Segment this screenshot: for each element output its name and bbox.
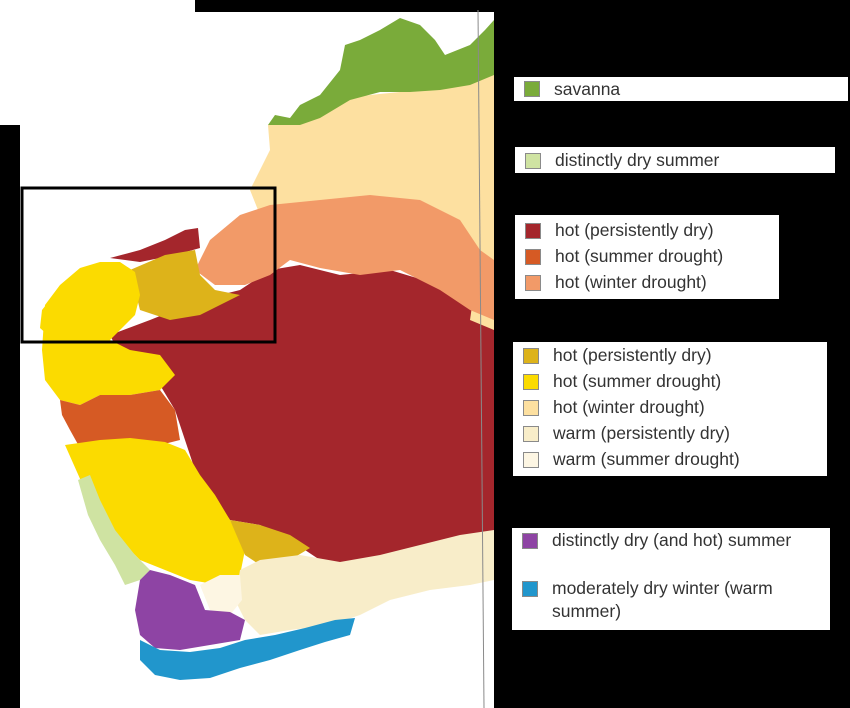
- legend-group-savanna: savanna: [514, 77, 848, 101]
- region-warm-persistently-dry: [235, 530, 494, 635]
- region-warm-summer-drought: [200, 575, 242, 615]
- legend-item: hot (winter drought): [515, 269, 779, 295]
- legend-swatch: [524, 81, 540, 97]
- legend-swatch: [525, 249, 541, 265]
- region-hot-persistently-dry-south: [230, 520, 310, 565]
- region-moderately-dry-winter: [140, 618, 355, 680]
- region-hot-summer-drought-coast: [60, 390, 180, 448]
- legend-group-dry-summer: distinctly dry summer: [515, 147, 835, 173]
- legend-swatch: [525, 275, 541, 291]
- region-savanna: [268, 18, 494, 125]
- legend-label: savanna: [554, 79, 621, 99]
- legend-swatch: [523, 348, 539, 364]
- legend-item: savanna: [514, 77, 848, 101]
- region-hot-winter-drought-north: [250, 60, 494, 330]
- legend-swatch: [523, 452, 539, 468]
- map-svg: [0, 0, 494, 708]
- legend-item: hot (summer drought): [513, 368, 827, 394]
- region-hot-persistently-dry-nw: [130, 250, 240, 320]
- region-hot-summer-drought-west: [42, 262, 175, 405]
- legend-label: distinctly dry (and hot) summer: [552, 530, 792, 550]
- legend-label: warm (persistently dry): [553, 423, 730, 443]
- legend-swatch: [522, 581, 538, 597]
- region-island-sharkbay: [40, 300, 55, 335]
- legend-label: hot (winter drought): [553, 397, 705, 417]
- legend-swatch: [525, 153, 541, 169]
- legend-label: hot (winter drought): [555, 272, 707, 292]
- legend-item: hot (persistently dry): [513, 342, 827, 368]
- legend-label: hot (summer drought): [555, 246, 724, 266]
- legend-label: moderately dry winter (warm summer): [552, 578, 773, 621]
- legend-label: distinctly dry summer: [555, 150, 720, 170]
- legend-item: warm (persistently dry): [513, 420, 827, 446]
- region-hot-summer-drought-sw: [65, 438, 245, 585]
- legend-swatch: [523, 374, 539, 390]
- legend-item: hot (summer drought): [515, 243, 779, 269]
- legend-group-dry-purple-blue: distinctly dry (and hot) summer moderate…: [512, 528, 830, 630]
- legend-label: hot (persistently dry): [553, 345, 712, 365]
- legend-group-hot-dark: hot (persistently dry) hot (summer droug…: [515, 215, 779, 299]
- legend-swatch: [522, 533, 538, 549]
- legend-label: hot (persistently dry): [555, 220, 714, 240]
- legend-swatch: [523, 400, 539, 416]
- region-distinctly-dry-summer: [78, 475, 150, 585]
- legend-swatch: [523, 426, 539, 442]
- legend-swatch: [525, 223, 541, 239]
- state-border-line: [477, 9, 485, 708]
- legend-group-hot-warm: hot (persistently dry) hot (summer droug…: [513, 342, 827, 476]
- legend-item: hot (persistently dry): [515, 217, 779, 243]
- legend-label: warm (summer drought): [553, 449, 740, 469]
- region-distinctly-dry-hot-summer: [135, 570, 245, 650]
- legend-item: hot (winter drought): [513, 394, 827, 420]
- legend-item: distinctly dry (and hot) summer: [512, 528, 830, 576]
- region-hot-winter-drought-band: [195, 195, 494, 320]
- climate-map: [0, 0, 494, 708]
- legend-item: moderately dry winter (warm summer): [512, 576, 830, 628]
- highlight-box-outline: [20, 186, 277, 344]
- legend-item: warm (summer drought): [513, 446, 827, 472]
- legend-label: hot (summer drought): [553, 371, 722, 391]
- legend-item: distinctly dry summer: [515, 147, 835, 173]
- map-white-sky-left: [0, 0, 195, 125]
